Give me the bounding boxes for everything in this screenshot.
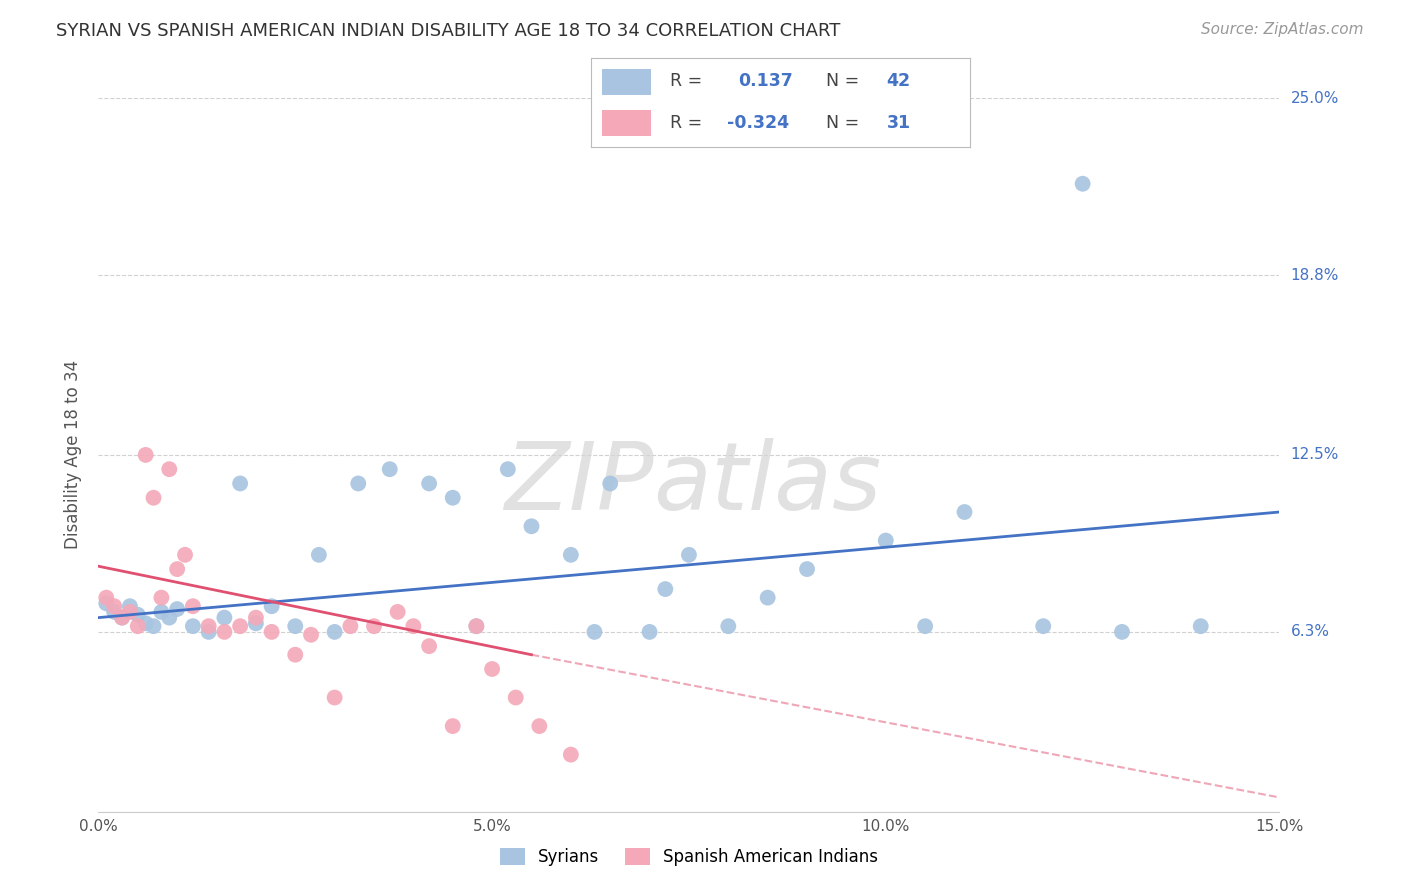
Point: [717, 619, 740, 633]
Point: [111, 610, 134, 624]
Point: [339, 619, 361, 633]
Point: [245, 610, 267, 624]
Text: N =: N =: [825, 72, 865, 90]
Point: [150, 591, 173, 605]
Point: [150, 605, 173, 619]
Point: [166, 562, 188, 576]
Point: [465, 619, 488, 633]
Bar: [602, 69, 651, 95]
Point: [103, 605, 125, 619]
Point: [402, 619, 425, 633]
Point: [914, 619, 936, 633]
Point: [418, 639, 440, 653]
Point: [465, 619, 488, 633]
Text: Source: ZipAtlas.com: Source: ZipAtlas.com: [1201, 22, 1364, 37]
Text: atlas: atlas: [654, 438, 882, 529]
Point: [560, 548, 582, 562]
Point: [118, 605, 141, 619]
Point: [1071, 177, 1094, 191]
Point: [181, 599, 204, 614]
Point: [260, 624, 283, 639]
Point: [157, 462, 180, 476]
Point: [1032, 619, 1054, 633]
Text: 18.8%: 18.8%: [1291, 268, 1339, 283]
Point: [520, 519, 543, 533]
Point: [796, 562, 818, 576]
Point: [387, 605, 409, 619]
Legend: Syrians, Spanish American Indians: Syrians, Spanish American Indians: [494, 841, 884, 873]
Bar: [602, 110, 651, 136]
Point: [496, 462, 519, 476]
Text: R =: R =: [671, 114, 709, 132]
Point: [229, 619, 252, 633]
Y-axis label: Disability Age 18 to 34: Disability Age 18 to 34: [65, 360, 83, 549]
Point: [418, 476, 440, 491]
Point: [875, 533, 897, 548]
Point: [654, 582, 676, 596]
Point: [260, 599, 283, 614]
Point: [135, 448, 157, 462]
Point: [166, 602, 188, 616]
Point: [197, 619, 219, 633]
Point: [583, 624, 606, 639]
Point: [1111, 624, 1133, 639]
Point: [245, 616, 267, 631]
Point: [308, 548, 330, 562]
Point: [441, 719, 464, 733]
Point: [1189, 619, 1212, 633]
Point: [678, 548, 700, 562]
Point: [481, 662, 503, 676]
Text: 0.137: 0.137: [738, 72, 793, 90]
Point: [127, 619, 149, 633]
Point: [323, 690, 346, 705]
Point: [157, 610, 180, 624]
Point: [560, 747, 582, 762]
Text: 25.0%: 25.0%: [1291, 91, 1339, 105]
Point: [103, 599, 125, 614]
Point: [756, 591, 779, 605]
Text: R =: R =: [671, 72, 709, 90]
Point: [529, 719, 551, 733]
Point: [284, 619, 307, 633]
Point: [363, 619, 385, 633]
Point: [347, 476, 370, 491]
Point: [96, 596, 118, 610]
Point: [599, 476, 621, 491]
Point: [299, 628, 322, 642]
Point: [127, 607, 149, 622]
Point: [96, 591, 118, 605]
Point: [378, 462, 401, 476]
Point: [135, 616, 157, 631]
Point: [142, 491, 165, 505]
Point: [229, 476, 252, 491]
Text: 6.3%: 6.3%: [1291, 624, 1330, 640]
Text: N =: N =: [825, 114, 865, 132]
Point: [284, 648, 307, 662]
Text: 12.5%: 12.5%: [1291, 448, 1339, 462]
Point: [953, 505, 976, 519]
Text: -0.324: -0.324: [727, 114, 789, 132]
Point: [638, 624, 661, 639]
Point: [118, 599, 141, 614]
Text: 31: 31: [887, 114, 911, 132]
Point: [214, 624, 236, 639]
Point: [214, 610, 236, 624]
Text: ZIP: ZIP: [503, 438, 654, 529]
Text: 42: 42: [887, 72, 911, 90]
Point: [441, 491, 464, 505]
Point: [197, 624, 219, 639]
Point: [174, 548, 197, 562]
Point: [505, 690, 527, 705]
Text: SYRIAN VS SPANISH AMERICAN INDIAN DISABILITY AGE 18 TO 34 CORRELATION CHART: SYRIAN VS SPANISH AMERICAN INDIAN DISABI…: [56, 22, 841, 40]
Point: [323, 624, 346, 639]
Point: [142, 619, 165, 633]
Point: [181, 619, 204, 633]
Point: [111, 610, 134, 624]
